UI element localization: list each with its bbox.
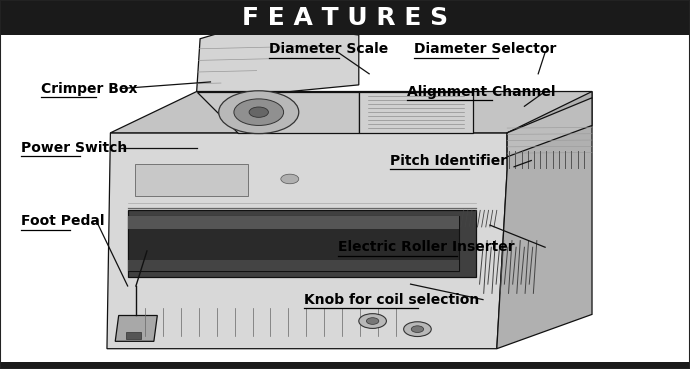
Circle shape [234, 99, 284, 125]
Circle shape [281, 174, 299, 184]
Polygon shape [197, 21, 359, 92]
Polygon shape [507, 98, 592, 157]
Text: F E A T U R E S: F E A T U R E S [242, 6, 448, 30]
Circle shape [359, 314, 386, 328]
Polygon shape [359, 92, 473, 133]
Text: Electric Roller Inserter: Electric Roller Inserter [338, 240, 515, 254]
Text: Knob for coil selection: Knob for coil selection [304, 293, 479, 307]
FancyBboxPatch shape [0, 0, 690, 35]
Polygon shape [110, 92, 592, 133]
Text: Pitch Identifier: Pitch Identifier [390, 154, 507, 168]
Polygon shape [128, 216, 459, 229]
Text: Crimper Box: Crimper Box [41, 82, 138, 96]
Text: Foot Pedal: Foot Pedal [21, 214, 104, 228]
Polygon shape [135, 164, 248, 196]
Text: Diameter Scale: Diameter Scale [269, 42, 388, 56]
Text: Diameter Selector: Diameter Selector [414, 42, 556, 56]
Circle shape [219, 91, 299, 134]
Circle shape [411, 326, 424, 332]
Polygon shape [115, 315, 157, 341]
Polygon shape [126, 332, 141, 339]
Text: Alignment Channel: Alignment Channel [407, 85, 555, 99]
Polygon shape [128, 260, 459, 271]
FancyBboxPatch shape [0, 362, 690, 369]
Polygon shape [197, 92, 359, 133]
Polygon shape [497, 92, 592, 349]
Polygon shape [128, 216, 459, 271]
Circle shape [249, 107, 268, 117]
Circle shape [404, 322, 431, 337]
Text: Power Switch: Power Switch [21, 141, 127, 155]
Polygon shape [128, 210, 476, 277]
Circle shape [366, 318, 379, 324]
Polygon shape [107, 133, 507, 349]
